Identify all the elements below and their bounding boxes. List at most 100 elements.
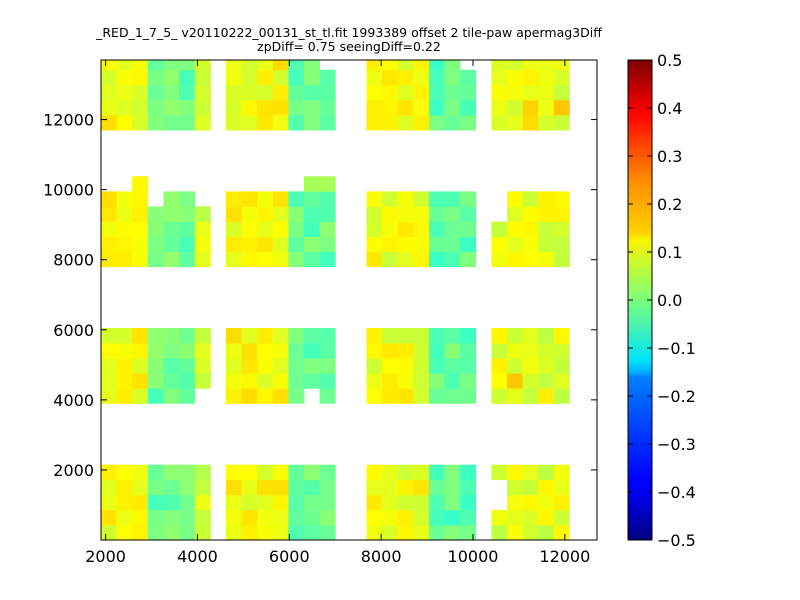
- heatmap-cell: [132, 69, 149, 86]
- heatmap-cell: [225, 464, 242, 481]
- heatmap-cell: [225, 358, 242, 374]
- heatmap-cell: [194, 99, 211, 116]
- heatmap-cell: [303, 84, 320, 101]
- heatmap-cell: [241, 328, 258, 344]
- heatmap-cell: [132, 509, 149, 526]
- heatmap-cell: [522, 494, 539, 511]
- heatmap-cell: [413, 206, 430, 222]
- heatmap-cell: [194, 464, 211, 481]
- x-tick-label: 8000: [361, 547, 402, 566]
- heatmap-cell: [538, 115, 555, 131]
- heatmap-cell: [538, 84, 555, 101]
- x-tick-label: 12000: [539, 547, 590, 566]
- heatmap-cell: [101, 343, 118, 359]
- heatmap-cell: [319, 69, 336, 86]
- heatmap-cell: [101, 206, 118, 222]
- heatmap-cell: [366, 464, 383, 481]
- heatmap-cell: [382, 388, 399, 404]
- heatmap-cell: [413, 494, 430, 511]
- heatmap-cell: [506, 115, 523, 131]
- x-axis: 2000 4000 6000 8000 10000 12000: [85, 60, 590, 566]
- heatmap-cell: [522, 191, 539, 207]
- heatmap-cell: [257, 69, 274, 86]
- heatmap-cell: [272, 343, 289, 359]
- heatmap-cell: [553, 494, 570, 511]
- heatmap-cell: [288, 236, 305, 253]
- heatmap-cell: [397, 251, 414, 268]
- heatmap-cell: [101, 373, 118, 389]
- heatmap-cell: [101, 509, 118, 526]
- y-tick-label: 4000: [53, 391, 94, 410]
- heatmap-cell: [288, 191, 305, 207]
- heatmap-cell: [319, 206, 336, 222]
- heatmap-cell: [382, 343, 399, 359]
- heatmap-cell: [132, 358, 149, 374]
- heatmap-cell: [179, 251, 196, 268]
- heatmap-cell: [553, 251, 570, 268]
- heatmap-cell: [194, 60, 211, 71]
- heatmap-cell: [303, 221, 320, 237]
- heatmap-cell: [116, 69, 133, 86]
- heatmap-cell: [288, 115, 305, 131]
- heatmap-cell: [179, 388, 196, 404]
- heatmap-cell: [132, 494, 149, 511]
- heatmap-cell: [553, 343, 570, 359]
- chart-title: _RED_1_7_5_ v20110222_00131_st_tl.fit 19…: [95, 25, 602, 40]
- heatmap-cell: [319, 373, 336, 389]
- heatmap-cell: [506, 343, 523, 359]
- heatmap-cell: [413, 479, 430, 496]
- heatmap-cell: [257, 60, 274, 71]
- y-axis: 2000 4000 6000 8000 10000 12000: [43, 111, 597, 480]
- heatmap-cell: [366, 191, 383, 207]
- heatmap-cell: [101, 524, 118, 541]
- heatmap-cell: [491, 221, 508, 237]
- heatmap-cell: [382, 60, 399, 71]
- heatmap-cell: [413, 358, 430, 374]
- heatmap-cell: [241, 206, 258, 222]
- heatmap-cell: [319, 221, 336, 237]
- colorbar-tick-label: 0.1: [657, 243, 682, 262]
- heatmap-cell: [132, 479, 149, 496]
- heatmap-cell: [366, 84, 383, 101]
- heatmap-cell: [522, 388, 539, 404]
- heatmap-cell: [179, 494, 196, 511]
- heatmap-cell: [444, 69, 461, 86]
- heatmap-cell: [444, 464, 461, 481]
- heatmap-cell: [428, 84, 445, 101]
- heatmap-cell: [382, 206, 399, 222]
- heatmap-cell: [116, 343, 133, 359]
- heatmap-cell: [303, 191, 320, 207]
- heatmap-cell: [116, 524, 133, 541]
- heatmap-cell: [319, 236, 336, 253]
- heatmap-cell: [553, 479, 570, 496]
- heatmap-cell: [194, 479, 211, 496]
- heatmap-cell: [163, 236, 180, 253]
- heatmap-cell: [522, 115, 539, 131]
- colorbar: 0.5 0.4 0.3 0.2 0.1 0.0 −0.1 −0.2 −0.3 −0.4 −0.5: [627, 51, 696, 550]
- colorbar-tick-label: −0.1: [657, 339, 696, 358]
- heatmap-cell: [272, 388, 289, 404]
- colorbar-tick-label: −0.2: [657, 387, 696, 406]
- heatmap-cell: [147, 524, 164, 541]
- heatmap-cell: [444, 99, 461, 116]
- heatmap-cell: [303, 251, 320, 268]
- heatmap-cell: [538, 509, 555, 526]
- heatmap-cell: [272, 115, 289, 131]
- heatmap-cell: [147, 479, 164, 496]
- heatmap-cell: [382, 99, 399, 116]
- heatmap-cell: [319, 251, 336, 268]
- heatmap-cell: [444, 206, 461, 222]
- heatmap-cell: [272, 358, 289, 374]
- heatmap-cell: [272, 494, 289, 511]
- heatmap-cell: [460, 328, 477, 344]
- heatmap-cell: [538, 60, 555, 71]
- heatmap-cell: [522, 69, 539, 86]
- heatmap-cell: [163, 84, 180, 101]
- heatmap-cell: [101, 99, 118, 116]
- heatmap-cell: [428, 328, 445, 344]
- heatmap-cell: [397, 191, 414, 207]
- heatmap-cell: [147, 328, 164, 344]
- heatmap-cell: [147, 373, 164, 389]
- heatmap-cell: [179, 115, 196, 131]
